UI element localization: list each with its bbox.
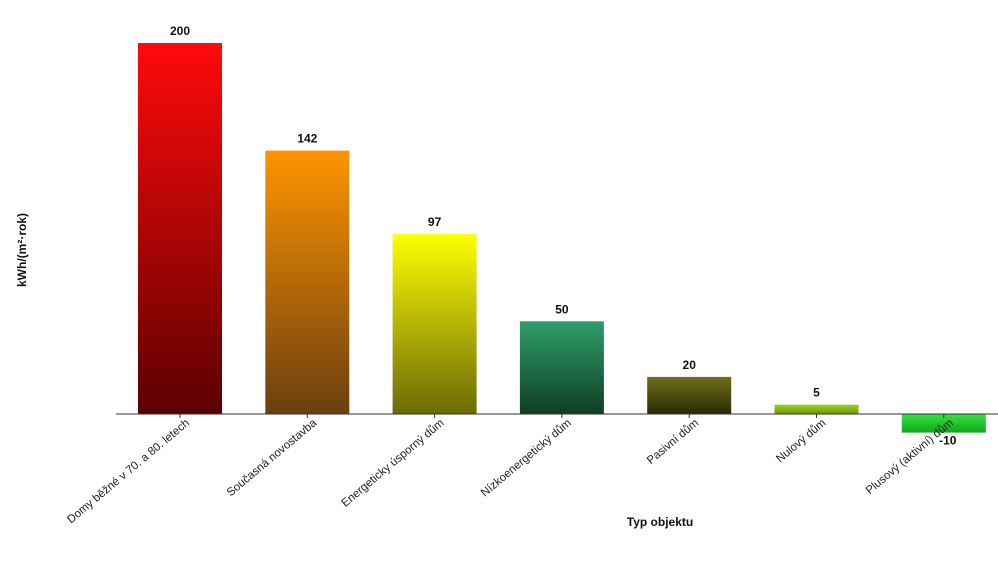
value-label-5: 20 — [683, 358, 697, 372]
bar-2 — [265, 150, 350, 414]
bar-5 — [647, 376, 732, 414]
bar-7 — [901, 414, 986, 433]
x-axis-title: Typ objektu — [627, 515, 693, 529]
bars-layer — [138, 43, 986, 433]
value-labels-layer: 200 142 97 50 20 5 -10 — [170, 24, 957, 448]
value-label-1: 200 — [170, 24, 190, 38]
value-label-6: 5 — [813, 386, 820, 400]
bar-3 — [392, 234, 477, 414]
bar-1 — [138, 43, 222, 414]
category-label-2: Současná novostavba — [225, 417, 320, 499]
category-labels-layer: Domy běžné v 70. a 80. letech Současná no… — [65, 417, 956, 526]
ticks-layer — [179, 414, 945, 418]
value-label-4: 50 — [555, 302, 569, 316]
category-label-1: Domy běžné v 70. a 80. letech — [65, 417, 192, 526]
value-label-3: 97 — [428, 215, 442, 229]
y-axis-title: kWh/(m²·rok) — [15, 213, 29, 287]
bar-6 — [774, 404, 859, 414]
category-label-5: Pasivní dům — [645, 417, 701, 467]
category-label-6: Nulový dům — [774, 417, 828, 465]
category-label-4: Nízkoenergetický dům — [479, 417, 574, 499]
category-label-3: Energeticky úsporný dům — [339, 417, 446, 510]
bar-4 — [519, 321, 604, 415]
value-label-2: 142 — [297, 132, 317, 146]
value-label-7: -10 — [939, 434, 957, 448]
